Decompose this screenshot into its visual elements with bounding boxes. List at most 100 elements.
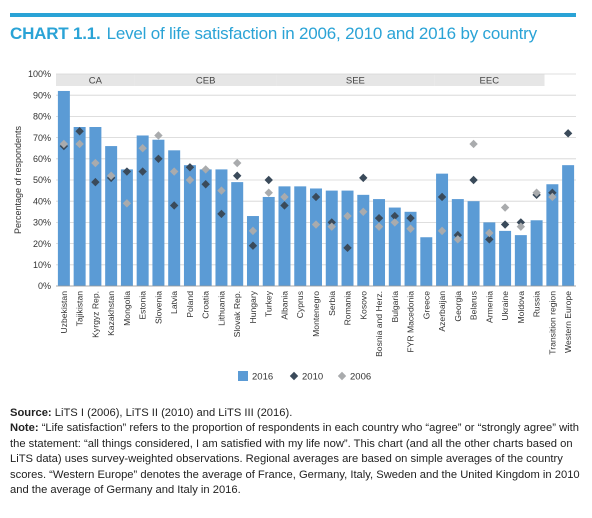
bar-2016 [57, 90, 70, 287]
x-tick-label: Albania [279, 291, 289, 320]
marker-2006 [359, 207, 368, 216]
x-tick-label: Kosovo [358, 291, 368, 320]
marker-2006 [264, 188, 273, 197]
region-band-ca [56, 74, 135, 86]
legend-label-2006: 2006 [350, 372, 371, 383]
x-tick-label: Bulgaria [390, 291, 400, 323]
legend-label-2016: 2016 [252, 372, 273, 383]
note-text: “Life satisfaction” refers to the propor… [10, 422, 580, 497]
region-label: SEE [346, 76, 365, 87]
x-tick-label: Turkey [264, 290, 274, 317]
x-tick-label: FYR Macedonia [406, 291, 416, 353]
marker-2006 [185, 175, 195, 185]
marker-2010 [311, 192, 321, 202]
marker-2010 [264, 175, 273, 185]
x-tick-label: Azerbaijan [437, 291, 447, 332]
bar-2016 [562, 165, 575, 286]
marker-2010 [359, 173, 368, 183]
x-tick-label: Slovak Rep. [232, 291, 242, 337]
marker-2006 [122, 199, 132, 208]
bar-2016 [483, 222, 496, 286]
marker-2006 [453, 235, 463, 244]
x-tick-label: Georgia [453, 291, 463, 322]
region-label: CEB [196, 76, 216, 87]
y-tick-label: 30% [33, 218, 51, 228]
marker-2010 [563, 129, 573, 138]
marker-2010 [500, 220, 510, 229]
x-tick-label: Serbia [327, 291, 337, 316]
marker-2010 [327, 218, 336, 227]
marker-2006 [469, 139, 478, 149]
chart-label: CHART 1.1. [10, 24, 101, 43]
bar-2016 [388, 207, 401, 286]
title-accent-bar [10, 13, 576, 17]
marker-2010 [122, 167, 132, 176]
y-tick-label: 80% [33, 112, 51, 122]
y-axis-label: Percentage of respondents [13, 125, 23, 234]
marker-2010 [469, 175, 478, 185]
x-tick-label: Poland [185, 291, 195, 318]
y-tick-label: 10% [33, 260, 51, 270]
bar-2016 [73, 127, 86, 286]
marker-2006 [233, 158, 242, 168]
marker-2006 [532, 188, 541, 197]
marker-2010 [248, 241, 258, 250]
legend-marker-2010 [289, 371, 299, 381]
marker-2006 [59, 139, 69, 149]
marker-2006 [548, 192, 557, 202]
marker-2010 [91, 177, 100, 187]
x-tick-label: Tajikistan [75, 291, 85, 327]
bar-2016 [215, 169, 228, 286]
marker-2006 [390, 218, 399, 227]
bar-2016 [373, 199, 386, 286]
note-line: Note: “Life satisfaction” refers to the … [10, 421, 580, 498]
bar-2016 [199, 169, 212, 286]
bar-2016 [168, 150, 181, 286]
bar-2016 [325, 190, 338, 286]
marker-2010 [437, 192, 447, 202]
x-tick-label: Croatia [201, 291, 211, 319]
x-tick-label: Belarus [469, 291, 479, 320]
marker-2006 [201, 165, 210, 174]
marker-2010 [169, 201, 179, 210]
legend-marker-2006 [337, 371, 347, 381]
x-tick-label: Lithuania [216, 291, 226, 326]
marker-2010 [233, 171, 242, 180]
x-tick-label: Western Europe [563, 291, 573, 353]
marker-2006 [311, 220, 321, 229]
marker-2006 [437, 226, 447, 236]
bar-2016 [262, 196, 275, 286]
x-tick-label: Montenegro [311, 291, 321, 337]
bar-2016 [136, 135, 149, 286]
y-tick-label: 20% [33, 239, 51, 249]
bar-2016 [404, 211, 417, 286]
marker-2006 [169, 167, 179, 176]
marker-2010 [154, 154, 163, 163]
marker-2006 [91, 158, 100, 168]
x-tick-label: Bosnia and Herz. [374, 291, 384, 357]
marker-2006 [106, 171, 116, 180]
x-tick-label: Ukraine [500, 291, 510, 321]
marker-2006 [280, 192, 289, 202]
x-tick-label: Estonia [138, 291, 148, 320]
x-tick-label: Cyprus [295, 291, 305, 318]
marker-2006 [374, 222, 384, 231]
marker-2006 [327, 222, 336, 231]
marker-2010 [516, 218, 526, 227]
x-tick-label: Mongolia [122, 291, 132, 326]
bar-2016 [152, 139, 165, 286]
bar-2016 [467, 201, 480, 286]
bar-2016 [278, 186, 291, 286]
x-tick-label: Russia [532, 291, 542, 317]
life-satisfaction-chart: CA CEB SEE EEC 0% 10% 20% 30% 40% 50% 60% 70% 80% 90%… [13, 69, 576, 383]
y-tick-label: 60% [33, 154, 51, 164]
bar-2016 [514, 235, 527, 286]
marker-2006 [500, 203, 510, 212]
marker-2006 [343, 211, 352, 221]
bar-2016 [420, 237, 433, 286]
marker-2006 [485, 228, 494, 238]
marker-2006 [75, 139, 84, 149]
x-tick-label: Kazakhstan [106, 291, 116, 336]
bar-2016 [530, 220, 543, 286]
marker-2010 [217, 209, 226, 219]
